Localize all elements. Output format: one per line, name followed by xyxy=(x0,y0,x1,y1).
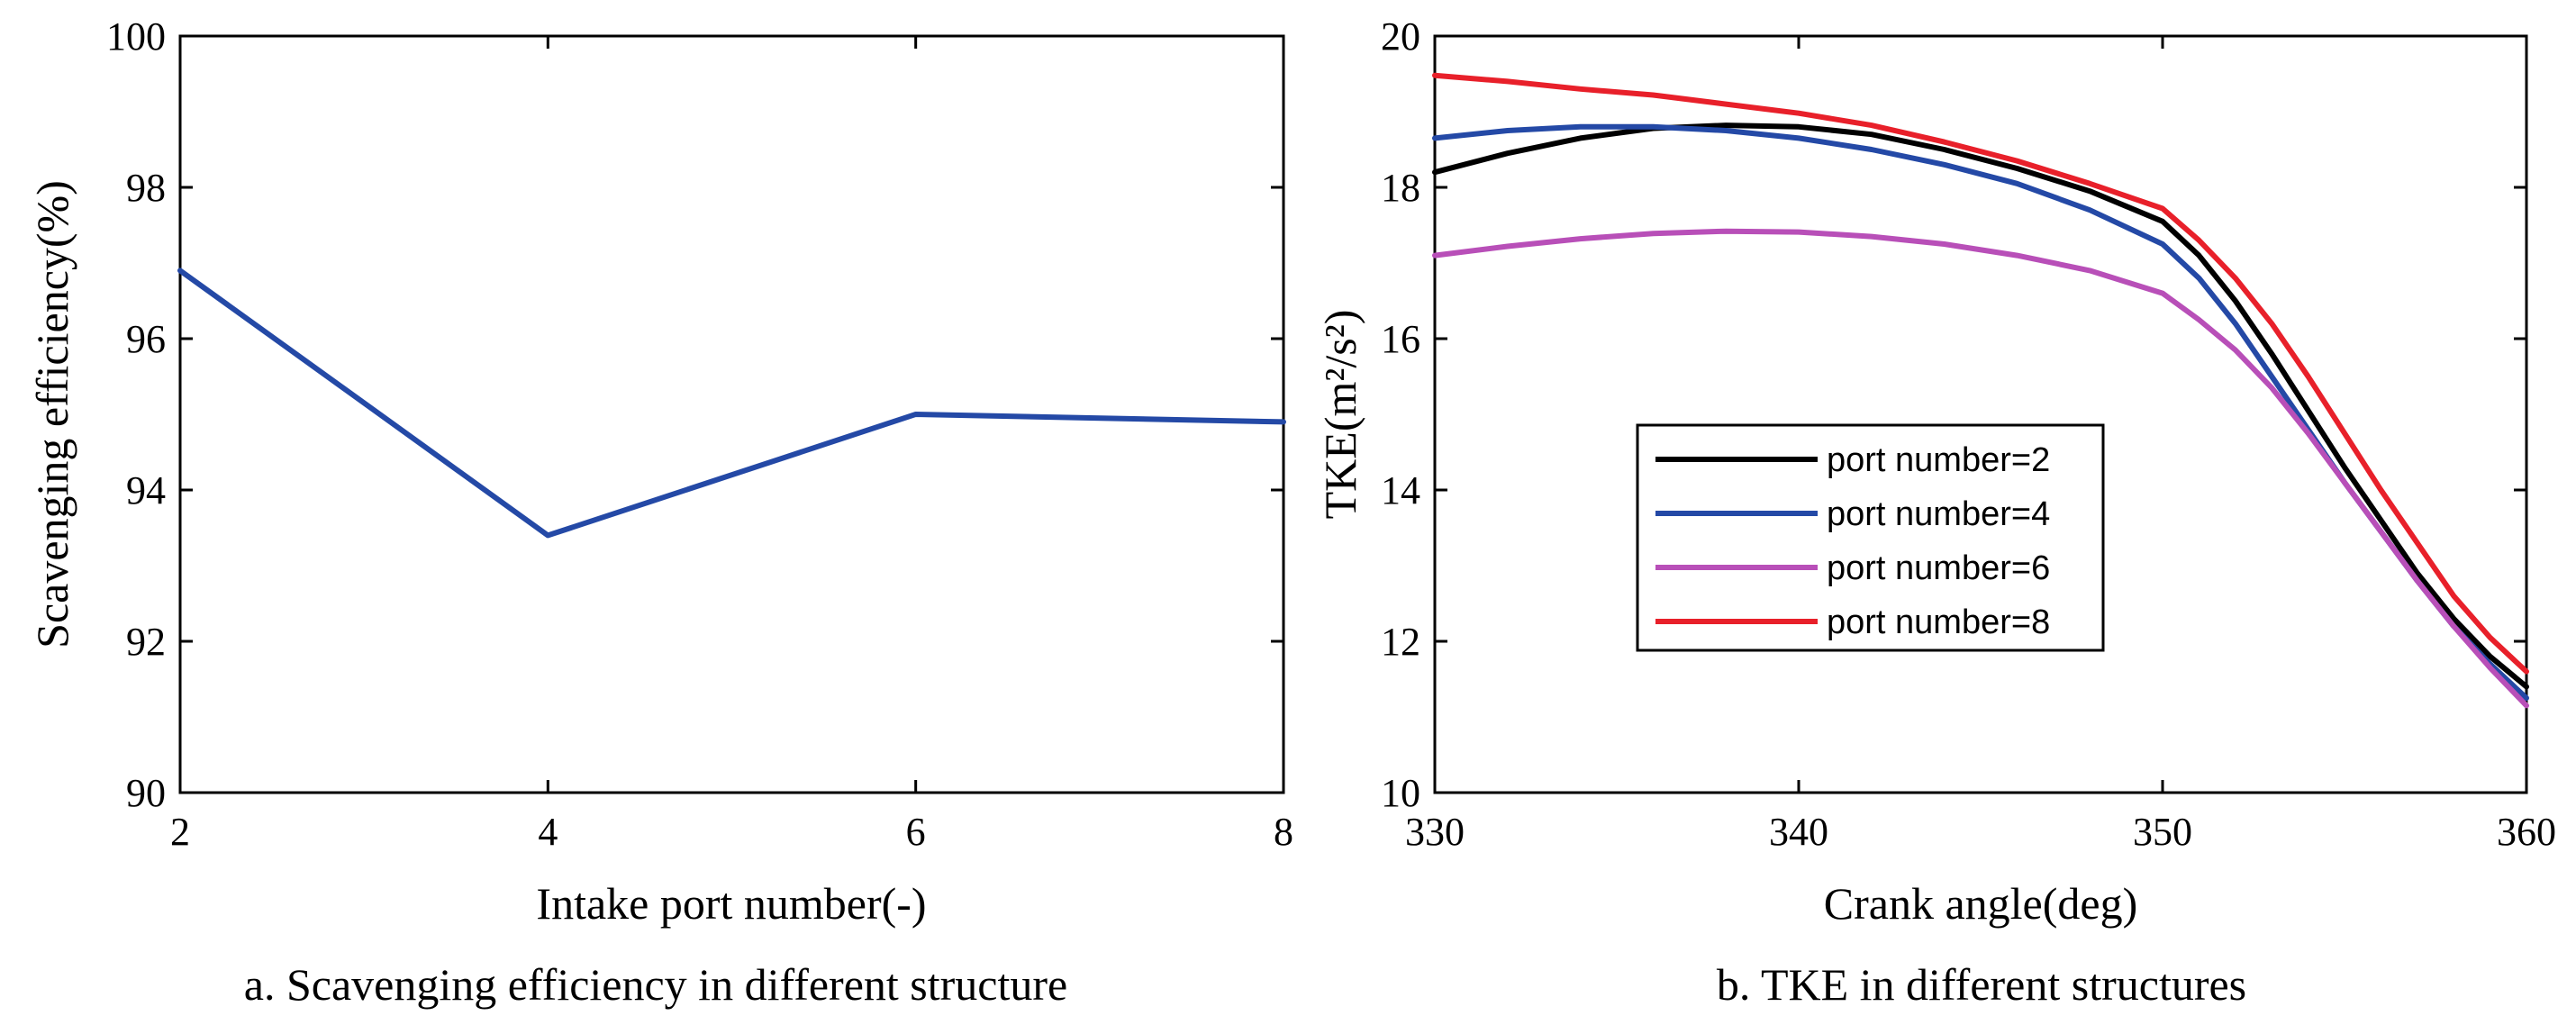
chart-b-plot-frame xyxy=(1433,34,2528,794)
chart-a-y-tick-label: 94 xyxy=(126,468,166,512)
chart-a-x-tick-label: 8 xyxy=(1274,810,1293,854)
chart-b-y-tick-label: 20 xyxy=(1381,14,1420,59)
chart-a-x-tick-label: 4 xyxy=(538,810,558,854)
chart-a-x-axis-label: Intake port number(-) xyxy=(536,878,926,929)
chart-b-x-tick-label: 360 xyxy=(2497,810,2556,854)
legend-items: port number=2 port number=4 port number=6 p… xyxy=(1655,441,2050,641)
chart-b-x-axis-label: Crank angle(deg) xyxy=(1824,878,2137,929)
chart-b-y-tick-label: 14 xyxy=(1381,468,1420,512)
chart-b-x-tick-label: 350 xyxy=(2133,810,2192,854)
legend-label-4: port number=8 xyxy=(1827,603,2050,641)
legend-label-1: port number=2 xyxy=(1827,441,2050,479)
chart-a-y-axis-label: Scavenging efficiency(%) xyxy=(27,180,77,649)
chart-b-ticks: 330 340 350 360 10 12 14 16 18 20 xyxy=(1381,14,2556,854)
chart-a-y-tick-label: 92 xyxy=(126,620,166,664)
chart-b-y-tick-label: 10 xyxy=(1381,771,1420,815)
chart-b-caption: b. TKE in different structures xyxy=(1717,959,2246,1010)
chart-a-x-tick-label: 6 xyxy=(906,810,926,854)
chart-a-caption: a. Scavenging efficiency in different st… xyxy=(244,959,1067,1010)
chart-a-series xyxy=(177,268,1286,539)
chart-b-y-tick-label: 16 xyxy=(1381,317,1420,361)
chart-b-series xyxy=(1432,72,2529,709)
chart-a-y-tick-label: 96 xyxy=(126,317,166,361)
chart-b-y-tick-label: 18 xyxy=(1381,166,1420,210)
chart-b-legend: port number=2 port number=4 port number=6 p… xyxy=(1636,423,2105,652)
chart-a-series-line-1 xyxy=(177,268,1286,539)
chart-b-x-tick-label: 330 xyxy=(1405,810,1465,854)
chart-a-x-tick-label: 2 xyxy=(170,810,190,854)
chart-a-y-tick-label: 98 xyxy=(126,166,166,210)
chart-a-y-tick-label: 100 xyxy=(106,14,166,59)
legend-label-2: port number=4 xyxy=(1827,495,2050,533)
chart-b-series-line-4 xyxy=(1432,72,2529,675)
chart-a-plot-frame xyxy=(178,34,1285,794)
chart-a-ticks: 2 4 6 8 90 92 94 96 98 100 xyxy=(106,14,1293,854)
chart-b-series-line-3 xyxy=(1432,228,2529,709)
chart-b-y-axis-label: TKE(m²/s²) xyxy=(1315,310,1365,520)
chart-a-y-tick-label: 90 xyxy=(126,771,166,815)
chart-b: 330 340 350 360 10 12 14 16 18 20 Crank angle(deg… xyxy=(1315,14,2556,1010)
legend-label-3: port number=6 xyxy=(1827,549,2050,587)
chart-b-x-tick-label: 340 xyxy=(1769,810,1828,854)
chart-b-y-tick-label: 12 xyxy=(1381,620,1420,664)
legend-box xyxy=(1636,423,2105,652)
